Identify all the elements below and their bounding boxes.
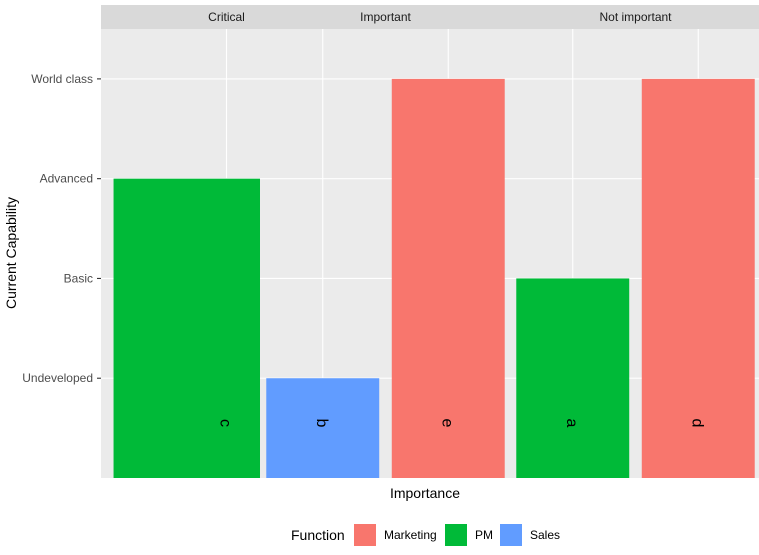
legend-key-sales <box>500 524 522 546</box>
bar-label-c: c <box>217 419 234 427</box>
facet-strip-label: Critical <box>208 10 245 24</box>
y-axis-title: Current Capability <box>3 197 19 309</box>
legend-title: Function <box>291 527 345 543</box>
facet-strip-label: Important <box>360 10 411 24</box>
legend-label-marketing: Marketing <box>384 528 437 542</box>
bar-e <box>391 78 505 478</box>
y-tick-label: Advanced <box>40 172 93 186</box>
facet-panels: Critical c Important b e Not important a d <box>101 5 759 478</box>
y-tick-label: World class <box>31 72 93 86</box>
legend-label-sales: Sales <box>530 528 560 542</box>
bar-d <box>641 78 755 478</box>
bar-label-d: d <box>688 419 705 428</box>
bar-a <box>516 278 630 478</box>
legend: Function Marketing PM Sales <box>291 524 560 546</box>
legend-key-marketing <box>354 524 376 546</box>
facet-strip <box>510 5 759 29</box>
facet-strip-label: Not important <box>599 10 672 24</box>
y-tick-label: Basic <box>64 271 93 285</box>
bar-b <box>266 378 380 478</box>
y-axis: Undeveloped Basic Advanced World class <box>22 72 101 385</box>
bar-label-a: a <box>563 419 580 428</box>
bar-label-b: b <box>313 419 330 428</box>
y-tick-label: Undeveloped <box>22 371 93 385</box>
facet-important: Important b e <box>260 5 511 478</box>
bar-label-e: e <box>438 419 455 428</box>
x-axis-title: Importance <box>390 485 460 501</box>
legend-label-pm: PM <box>475 528 493 542</box>
legend-key-pm <box>445 524 467 546</box>
facet-not-important: Not important a d <box>510 5 759 478</box>
facet-strip <box>260 5 511 29</box>
